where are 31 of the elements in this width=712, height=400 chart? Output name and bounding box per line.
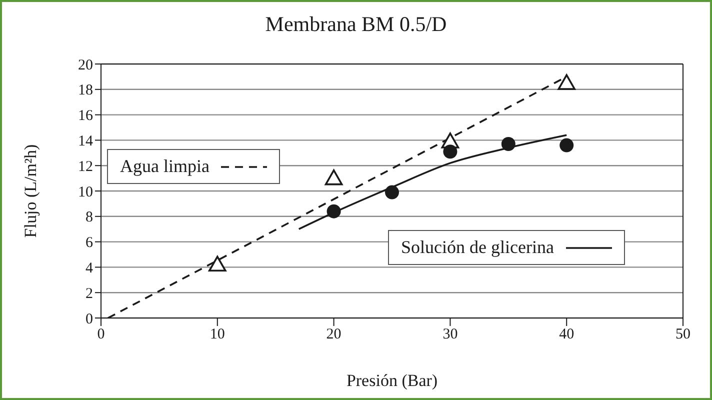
y-tick-label: 12 — [78, 158, 93, 175]
line-series — [298, 134, 568, 230]
x-tick-label: 10 — [210, 326, 225, 343]
point — [385, 185, 399, 200]
y-tick-label: 18 — [78, 82, 93, 99]
legend-label: Agua limpia — [120, 156, 210, 177]
y-tick-label: 0 — [86, 311, 93, 328]
y-tick-label: 10 — [78, 184, 93, 200]
point — [443, 144, 458, 159]
y-tick-label: 2 — [86, 286, 93, 302]
y-tick-label: 14 — [78, 134, 94, 150]
x-axis-title: Presión (Bar) — [346, 371, 438, 390]
y-tick-label: 6 — [86, 235, 94, 252]
point — [560, 138, 574, 152]
y-tick-label: 8 — [86, 210, 93, 226]
x-tick-label: 30 — [442, 326, 458, 343]
chart-title: Membrana BM 0.5/D — [264, 12, 448, 37]
y-axis-title: Flujo (L/m²h) — [21, 144, 40, 238]
x-tick-label: 50 — [676, 326, 690, 343]
y-tick-label: 16 — [78, 108, 94, 124]
x-tick-label: 20 — [326, 326, 342, 343]
legend-label: Solución de glicerina — [401, 237, 554, 258]
y-tick-label: 20 — [78, 57, 93, 74]
y-tick-label: 4 — [86, 260, 94, 277]
point — [324, 169, 343, 186]
point — [208, 256, 226, 272]
x-tick-label: 40 — [559, 326, 574, 343]
x-tick-label: 0 — [97, 326, 105, 343]
point — [558, 74, 576, 90]
point — [326, 204, 341, 218]
point — [501, 137, 516, 152]
